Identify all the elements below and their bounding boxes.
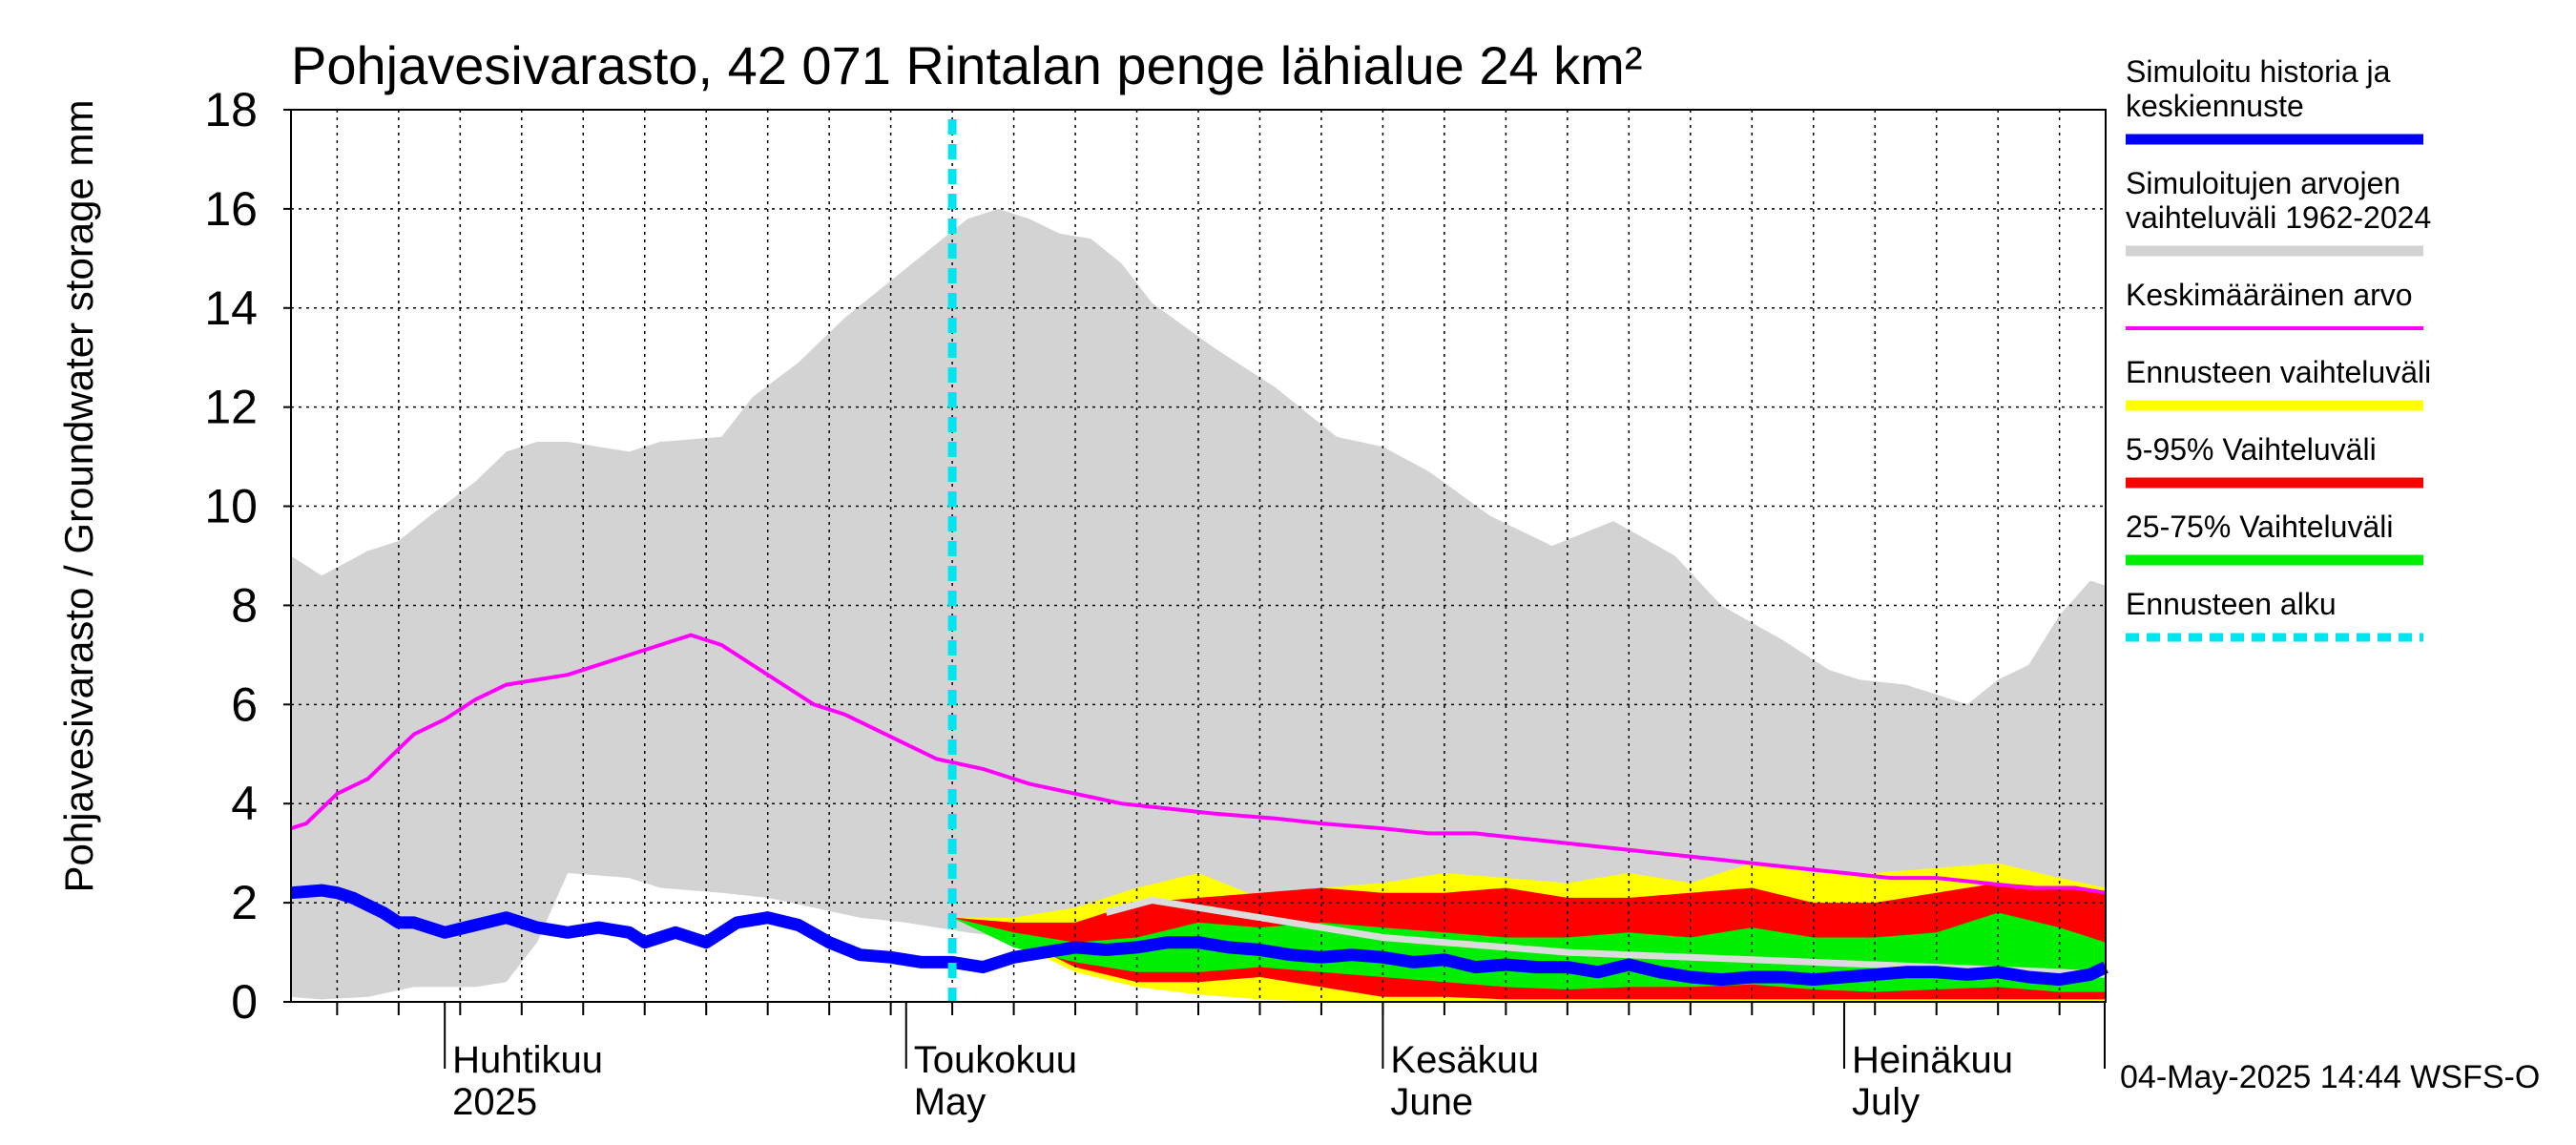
y-tick-label: 12	[204, 381, 258, 434]
x-month-label-en: May	[914, 1081, 987, 1123]
legend-label: Simuloitujen arvojen	[2126, 166, 2400, 200]
y-axis-label: Pohjavesivarasto / Groundwater storage m…	[56, 99, 101, 892]
y-tick-label: 14	[204, 281, 258, 335]
legend-label: keskiennuste	[2126, 89, 2304, 123]
chart-title: Pohjavesivarasto, 42 071 Rintalan penge …	[291, 35, 1642, 95]
y-tick-labels: 0 2 4 6 8 10 12 14 16 18	[204, 83, 291, 1029]
legend-label: 25-75% Vaihteluväli	[2126, 510, 2393, 544]
y-tick-label: 6	[231, 677, 258, 731]
x-month-label-en: 2025	[452, 1081, 537, 1123]
y-tick-label: 8	[231, 578, 258, 632]
y-tick-label: 18	[204, 83, 258, 136]
legend-label: Keskimääräinen arvo	[2126, 278, 2413, 312]
x-month-label-en: July	[1852, 1081, 1920, 1123]
legend-label: Ennusteen vaihteluväli	[2126, 355, 2431, 389]
y-tick-label: 2	[231, 876, 258, 929]
timestamp: 04-May-2025 14:44 WSFS-O	[2120, 1059, 2540, 1095]
x-month-label-en: June	[1390, 1081, 1473, 1123]
x-month-label-fi: Kesäkuu	[1390, 1039, 1539, 1081]
x-ticks	[336, 1002, 2106, 1069]
y-tick-label: 4	[231, 777, 258, 830]
legend-label: 5-95% Vaihteluväli	[2126, 432, 2377, 467]
median-line	[290, 884, 2109, 987]
y-tick-label: 10	[204, 480, 258, 533]
legend-label: vaihteluväli 1962-2024	[2126, 200, 2431, 235]
history-range-band	[291, 208, 2106, 1000]
mean-line	[290, 633, 2107, 895]
x-month-label-fi: Toukokuu	[914, 1039, 1077, 1081]
legend-label: Ennusteen alku	[2126, 587, 2337, 621]
lines-layer	[290, 119, 2109, 1002]
x-month-label-fi: Huhtikuu	[452, 1039, 603, 1081]
legend-label: Simuloitu historia ja	[2126, 54, 2391, 89]
x-month-label-fi: Heinäkuu	[1852, 1039, 2013, 1081]
y-tick-label: 0	[231, 975, 258, 1029]
y-tick-label: 16	[204, 182, 258, 236]
